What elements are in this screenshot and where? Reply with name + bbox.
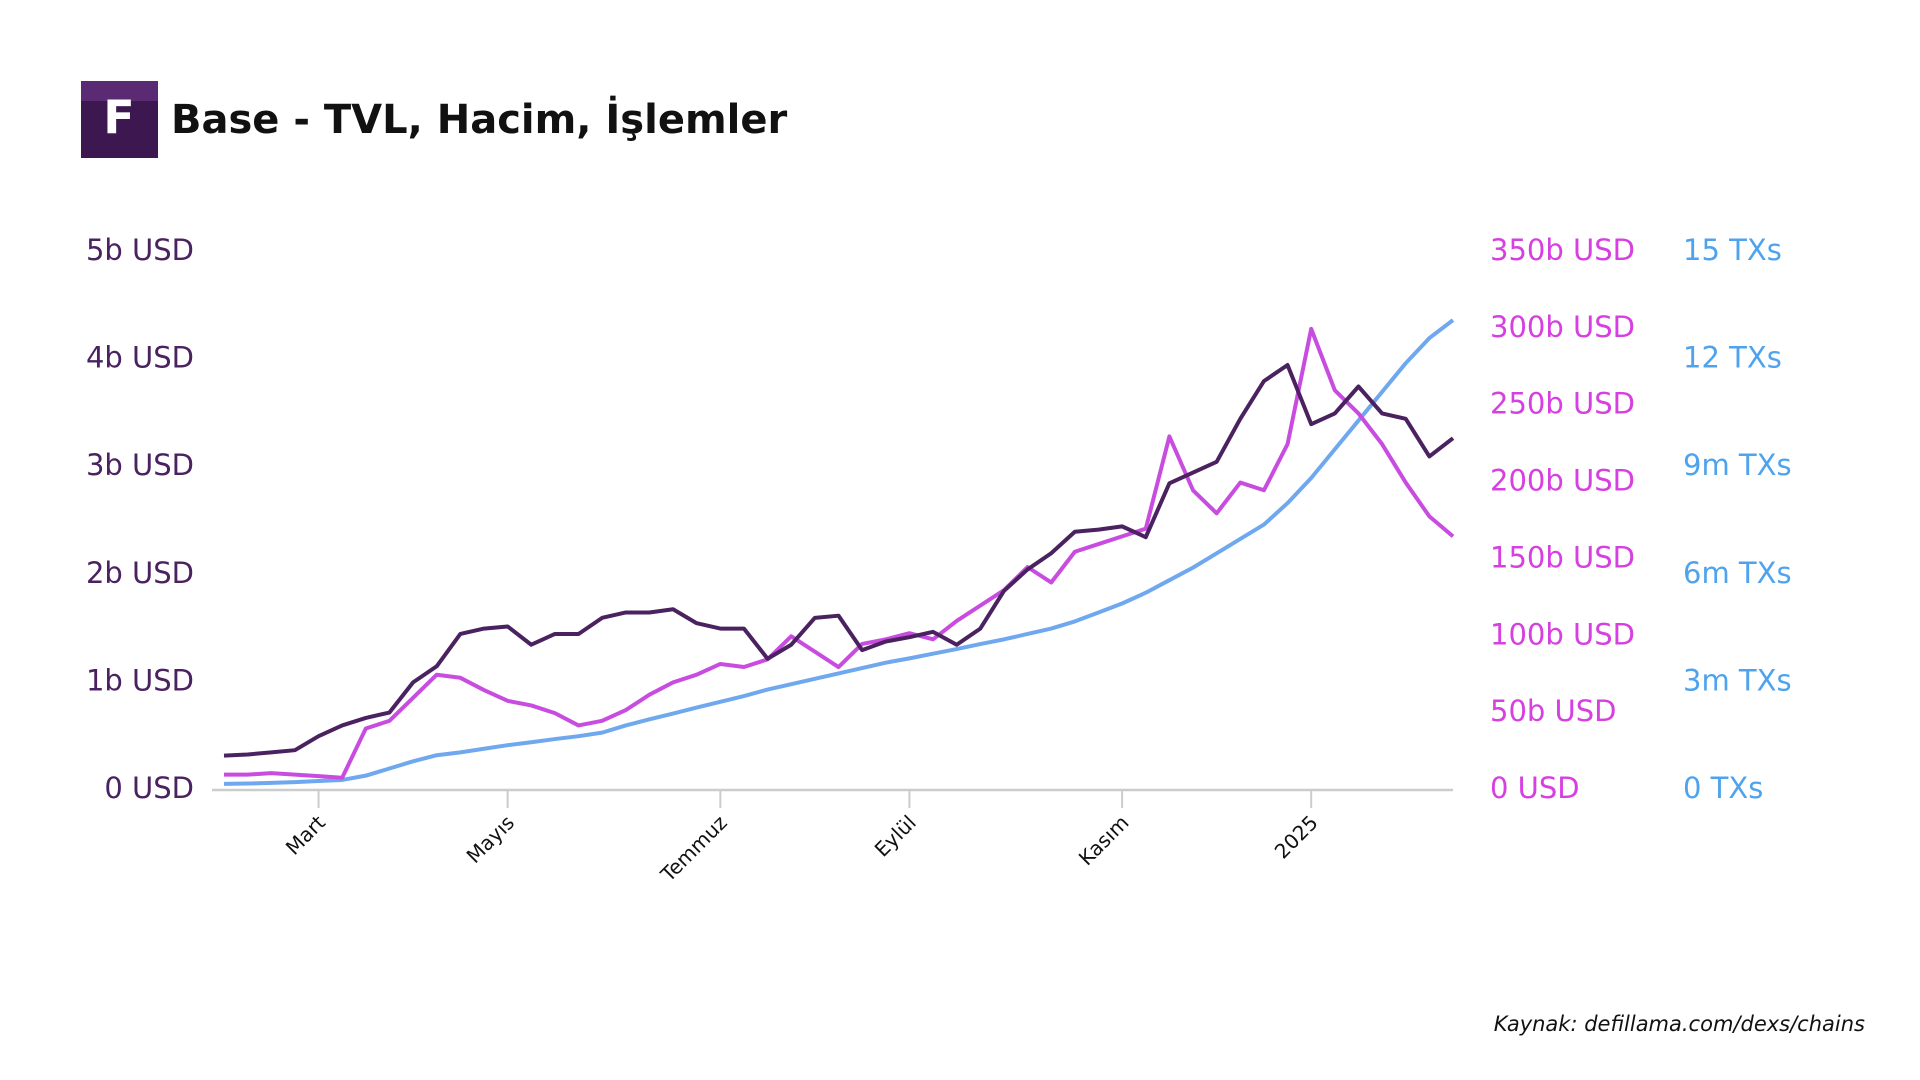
y-tick-label: 6m TXs [1683,556,1792,590]
y-tick-label: 200b USD [1490,464,1635,498]
x-tick-label: Temmuz [655,810,732,887]
y-tick-label: 3b USD [86,448,194,482]
y-tick-label: 0 USD [1490,771,1580,805]
y-tick-label: 9m TXs [1683,448,1792,482]
y-tick-label: 3m TXs [1683,663,1792,697]
series-line [223,362,1455,758]
x-tick-label: Mart [281,810,330,859]
logo-band [81,81,158,101]
y-tick-label: 0 TXs [1683,771,1763,805]
logo-letter: F [103,91,134,145]
y-tick-label: 300b USD [1490,310,1635,344]
y-tick-label: 5b USD [86,233,194,267]
y-tick-label: 4b USD [86,341,194,375]
x-tick-label: 2025 [1270,810,1323,863]
y-tick-label: 150b USD [1490,540,1635,574]
series-line [223,318,1455,786]
y-tick-label: 50b USD [1490,694,1617,728]
y-tick-label: 100b USD [1490,617,1635,651]
x-tick-label: Kasım [1074,810,1134,870]
y-tick-label: 350b USD [1490,233,1635,267]
chart-title: Base - TVL, Hacim, İşlemler [171,95,787,143]
y-tick-label: 1b USD [86,663,194,697]
y-tick-label: 15 TXs [1683,233,1782,267]
y-tick-label: 250b USD [1490,387,1635,421]
source-note: Kaynak: defillama.com/dexs/chains [1494,1012,1865,1036]
y-tick-label: 2b USD [86,556,194,590]
x-tick-label: Eylül [870,810,921,861]
x-tick-label: Mayıs [462,810,520,868]
y-tick-label: 0 USD [104,771,194,805]
y-tick-label: 12 TXs [1683,341,1782,375]
series-line [224,326,1455,780]
